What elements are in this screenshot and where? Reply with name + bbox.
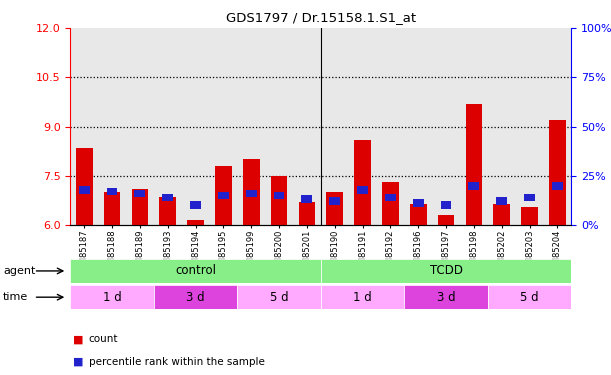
Text: 1 d: 1 d bbox=[103, 291, 122, 304]
Text: control: control bbox=[175, 264, 216, 278]
Bar bbox=[552, 182, 563, 190]
Bar bbox=[159, 197, 176, 225]
Bar bbox=[104, 192, 120, 225]
Bar bbox=[218, 192, 229, 200]
Text: 5 d: 5 d bbox=[520, 291, 539, 304]
Bar bbox=[321, 285, 404, 309]
Text: 3 d: 3 d bbox=[437, 291, 455, 304]
Bar bbox=[521, 207, 538, 225]
Bar bbox=[385, 194, 396, 201]
Bar bbox=[496, 197, 507, 206]
Bar bbox=[326, 192, 343, 225]
Text: ■: ■ bbox=[73, 334, 84, 344]
Text: GDS1797 / Dr.15158.1.S1_at: GDS1797 / Dr.15158.1.S1_at bbox=[225, 11, 416, 24]
Bar bbox=[131, 189, 148, 225]
Text: ■: ■ bbox=[73, 357, 84, 367]
Bar bbox=[354, 140, 371, 225]
Bar bbox=[549, 120, 566, 225]
Bar bbox=[404, 285, 488, 309]
Bar bbox=[243, 159, 260, 225]
Bar bbox=[70, 259, 321, 283]
Bar bbox=[134, 190, 145, 197]
Bar bbox=[70, 285, 154, 309]
Bar bbox=[410, 204, 426, 225]
Bar bbox=[437, 215, 455, 225]
Bar bbox=[441, 201, 452, 209]
Bar bbox=[237, 285, 321, 309]
Text: agent: agent bbox=[3, 266, 35, 276]
Bar bbox=[469, 182, 479, 190]
Bar bbox=[271, 176, 287, 225]
Bar bbox=[190, 201, 201, 209]
Bar bbox=[299, 202, 315, 225]
Text: percentile rank within the sample: percentile rank within the sample bbox=[89, 357, 265, 367]
Bar bbox=[163, 194, 173, 201]
Bar bbox=[493, 204, 510, 225]
Bar bbox=[187, 220, 204, 225]
Bar bbox=[274, 192, 285, 200]
Bar bbox=[321, 259, 571, 283]
Bar bbox=[215, 166, 232, 225]
Bar bbox=[488, 285, 571, 309]
Text: count: count bbox=[89, 334, 118, 344]
Bar bbox=[413, 200, 423, 207]
Bar bbox=[466, 104, 482, 225]
Bar bbox=[79, 186, 90, 194]
Text: 1 d: 1 d bbox=[353, 291, 372, 304]
Bar bbox=[154, 285, 237, 309]
Bar bbox=[524, 194, 535, 201]
Bar bbox=[329, 197, 340, 206]
Bar bbox=[301, 195, 312, 203]
Bar bbox=[382, 182, 399, 225]
Text: 5 d: 5 d bbox=[269, 291, 288, 304]
Bar bbox=[246, 190, 257, 197]
Text: time: time bbox=[3, 292, 28, 302]
Text: 3 d: 3 d bbox=[186, 291, 205, 304]
Text: TCDD: TCDD bbox=[430, 264, 463, 278]
Bar bbox=[76, 148, 92, 225]
Bar bbox=[357, 186, 368, 194]
Bar bbox=[106, 188, 117, 195]
